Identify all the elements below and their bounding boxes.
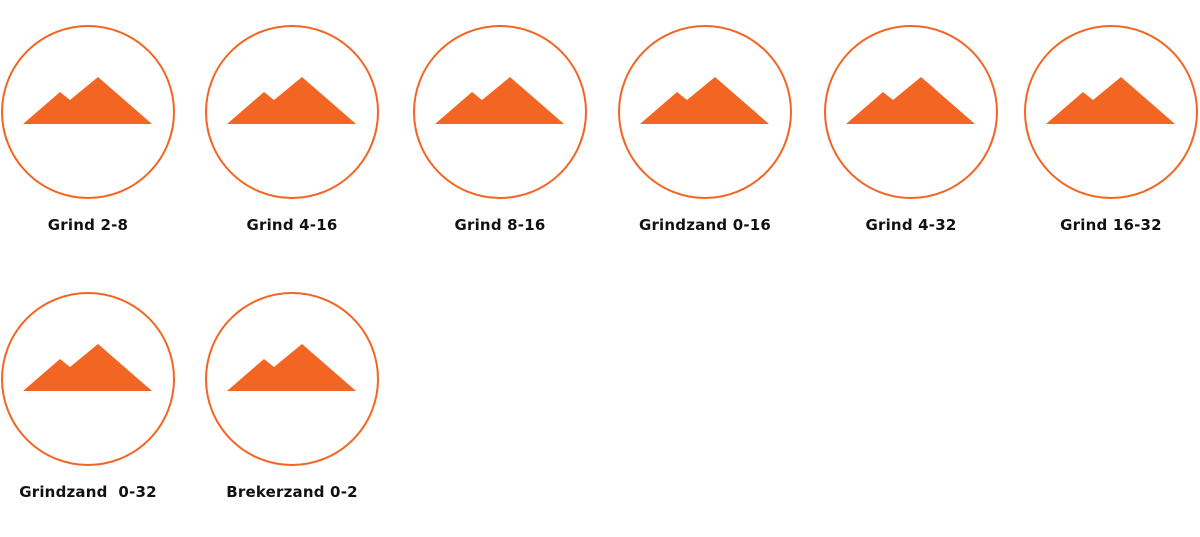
mountain-shape <box>640 77 769 124</box>
circle-border <box>1 292 175 466</box>
product-label: Grind 2-8 <box>47 216 129 234</box>
mountain-icon <box>1024 25 1198 199</box>
circle-border <box>618 25 792 199</box>
mountain-icon <box>1 292 175 466</box>
mountain-shape <box>435 77 564 124</box>
circle-border <box>1024 25 1198 199</box>
mountain-icon <box>618 25 792 199</box>
circle-border <box>205 292 379 466</box>
product-item[interactable]: Grind 4-32 <box>821 24 1001 234</box>
product-label: Grind 4-16 <box>246 216 338 234</box>
product-item[interactable]: Brekerzand 0-2 <box>202 291 382 501</box>
product-item[interactable]: Grind 16-32 <box>1021 24 1200 234</box>
product-label: Grind 8-16 <box>454 216 546 234</box>
mountain-shape <box>227 344 356 391</box>
mountain-shape <box>23 77 152 124</box>
circle-border <box>824 25 998 199</box>
product-item[interactable]: Grind 8-16 <box>410 24 590 234</box>
product-label: Grind 4-32 <box>865 216 957 234</box>
product-label: Brekerzand 0-2 <box>226 483 358 501</box>
mountain-shape <box>227 77 356 124</box>
mountain-icon <box>205 292 379 466</box>
mountain-icon <box>1 25 175 199</box>
product-item[interactable]: Grindzand 0-32 <box>0 291 178 501</box>
product-item[interactable]: Grindzand 0-16 <box>615 24 795 234</box>
product-item[interactable]: Grind 2-8 <box>0 24 178 234</box>
mountain-shape <box>1046 77 1175 124</box>
product-label: Grindzand 0-32 <box>19 483 157 501</box>
mountain-shape <box>23 344 152 391</box>
product-label: Grindzand 0-16 <box>638 216 772 234</box>
product-label: Grind 16-32 <box>1060 216 1162 234</box>
circle-border <box>1 25 175 199</box>
mountain-icon <box>413 25 587 199</box>
circle-border <box>205 25 379 199</box>
mountain-icon <box>205 25 379 199</box>
mountain-icon <box>824 25 998 199</box>
product-item[interactable]: Grind 4-16 <box>202 24 382 234</box>
circle-border <box>413 25 587 199</box>
mountain-shape <box>846 77 975 124</box>
